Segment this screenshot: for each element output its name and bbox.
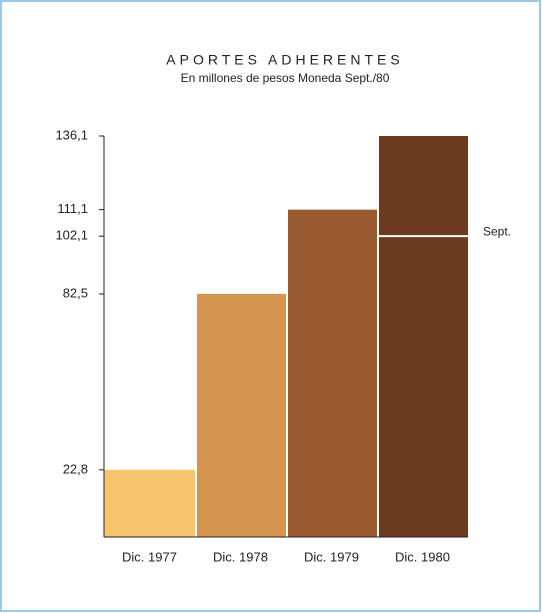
x-tick-label: Dic. 1980 <box>395 549 450 564</box>
x-tick-label: Dic. 1978 <box>213 549 268 564</box>
y-tick-label: 82,5 <box>63 285 88 300</box>
bar <box>197 293 286 537</box>
y-tick-label: 136,1 <box>55 127 88 142</box>
chart-subtitle: En millones de pesos Moneda Sept./80 <box>181 71 390 85</box>
y-tick-label: 102,1 <box>55 228 88 243</box>
y-tick-label: 111,1 <box>57 201 88 216</box>
y-tick-label: 22,8 <box>63 461 88 476</box>
annotation-label: Sept. <box>483 224 511 238</box>
x-tick-label: Dic. 1977 <box>122 549 177 564</box>
bar <box>379 136 468 537</box>
x-tick-label: Dic. 1979 <box>304 549 359 564</box>
chart-title: APORTES ADHERENTES <box>166 52 403 68</box>
bar <box>104 469 195 537</box>
bar <box>288 209 377 538</box>
